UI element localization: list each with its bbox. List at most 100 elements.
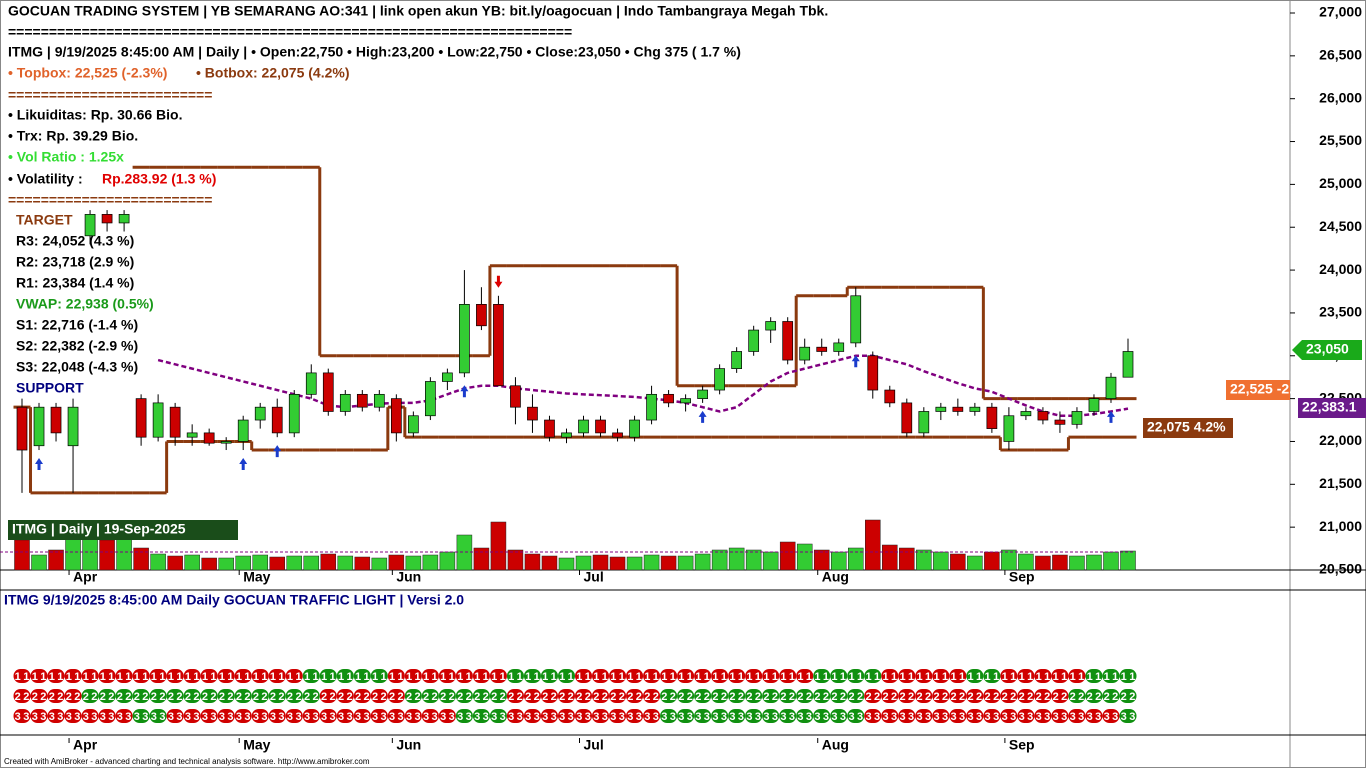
- traffic-cell: [302, 669, 320, 683]
- traffic-label: 3: [1036, 711, 1042, 723]
- candle-body: [663, 393, 674, 404]
- traffic-cell: [1034, 669, 1052, 683]
- candle-body: [152, 402, 164, 438]
- traffic-label: 1: [925, 671, 931, 683]
- traffic-label: 2: [1087, 691, 1093, 703]
- volume-bar: [1018, 553, 1034, 571]
- candle-body: [748, 329, 760, 352]
- traffic-cell: [421, 709, 439, 723]
- traffic-label: 3: [91, 711, 97, 723]
- traffic-cell: [30, 689, 48, 703]
- traffic-cell: [557, 669, 575, 683]
- traffic-cell: [30, 709, 48, 723]
- traffic-cell: [353, 689, 371, 703]
- traffic-cell: [898, 669, 916, 683]
- traffic-cell: [1000, 709, 1018, 723]
- traffic-label: 2: [210, 691, 216, 703]
- traffic-label: 2: [848, 691, 854, 703]
- candle-body: [1054, 419, 1066, 425]
- volume-bar: [14, 539, 30, 571]
- traffic-cell: [643, 669, 661, 683]
- traffic-cell: [166, 709, 184, 723]
- traffic-label: 2: [942, 691, 948, 703]
- traffic-cell: [592, 709, 610, 723]
- traffic-label: 3: [261, 711, 267, 723]
- candle-body: [288, 393, 300, 434]
- traffic-label: 1: [1010, 671, 1016, 683]
- traffic-label: 3: [593, 711, 599, 723]
- traffic-cell: [268, 709, 286, 723]
- traffic-label: 3: [551, 711, 557, 723]
- buy-arrow: [851, 355, 860, 368]
- traffic-label: 3: [415, 711, 421, 723]
- traffic-label: 2: [440, 691, 446, 703]
- traffic-label: 2: [772, 691, 778, 703]
- traffic-cell: [779, 689, 797, 703]
- traffic-cell: [217, 689, 235, 703]
- candle-body: [390, 398, 402, 434]
- traffic-cell: [796, 669, 814, 683]
- price-tag-bg: [1298, 398, 1366, 418]
- traffic-label: 1: [891, 671, 897, 683]
- traffic-label: 2: [1027, 691, 1033, 703]
- traffic-cell: [983, 689, 1001, 703]
- traffic-cell: [438, 709, 456, 723]
- traffic-label: 1: [848, 671, 854, 683]
- traffic-label: 3: [40, 711, 46, 723]
- traffic-label: 3: [23, 711, 29, 723]
- traffic-cell: [47, 689, 65, 703]
- candle-body: [986, 406, 998, 429]
- traffic-label: 1: [746, 671, 752, 683]
- traffic-label: 1: [159, 671, 165, 683]
- traffic-cell: [966, 709, 984, 723]
- traffic-label: 1: [1078, 671, 1084, 683]
- traffic-cell: [660, 669, 678, 683]
- volume-bar: [660, 555, 677, 571]
- traffic-cell: [643, 689, 661, 703]
- traffic-label: 1: [823, 671, 829, 683]
- traffic-cell: [575, 669, 593, 683]
- traffic-label: 1: [619, 671, 625, 683]
- traffic-cell: [677, 689, 695, 703]
- traffic-cell: [847, 689, 865, 703]
- traffic-label: 3: [993, 711, 999, 723]
- traffic-label: 3: [1078, 711, 1084, 723]
- traffic-label: 1: [1104, 671, 1110, 683]
- volume-bar: [643, 554, 660, 571]
- traffic-label: 3: [1095, 711, 1101, 723]
- traffic-label: 1: [142, 671, 148, 683]
- traffic-cell: [336, 709, 354, 723]
- traffic-label: 3: [763, 711, 769, 723]
- traffic-label: 3: [1002, 711, 1008, 723]
- traffic-label: 3: [466, 711, 472, 723]
- traffic-label: 3: [355, 711, 361, 723]
- candle-body: [271, 406, 283, 434]
- price-tag: 23,050: [1306, 341, 1349, 357]
- traffic-cell: [1068, 689, 1086, 703]
- traffic-label: 1: [304, 671, 310, 683]
